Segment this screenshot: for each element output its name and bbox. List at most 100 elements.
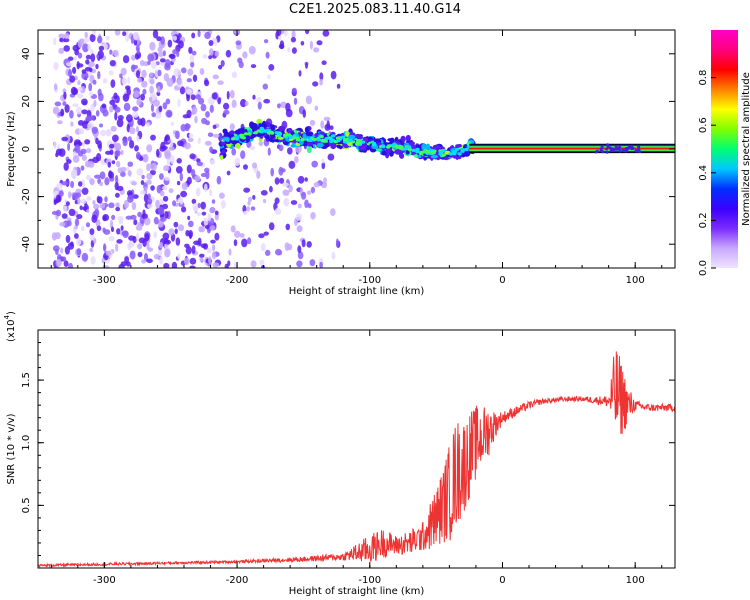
noise-speckle	[85, 59, 90, 65]
noise-speckle	[116, 185, 124, 192]
noise-speckle	[77, 150, 84, 157]
noise-speckle	[301, 192, 307, 200]
noise-speckle	[249, 145, 256, 151]
noise-speckle	[283, 197, 290, 207]
noise-speckle	[184, 123, 191, 130]
noise-speckle	[90, 53, 96, 63]
noise-speckle	[117, 167, 123, 174]
noise-speckle	[248, 45, 256, 55]
noise-speckle	[150, 61, 157, 69]
noise-speckle	[186, 176, 192, 185]
noise-speckle	[63, 45, 70, 52]
signal-blob	[337, 144, 341, 148]
noise-speckle	[99, 123, 103, 128]
signal-blob	[306, 146, 312, 154]
top-xtick-label: -300	[93, 275, 116, 286]
signal-blob	[365, 145, 370, 150]
noise-speckle	[56, 182, 63, 189]
noise-speckle	[153, 253, 160, 260]
noise-speckle	[208, 256, 212, 265]
noise-speckle	[103, 243, 107, 252]
noise-speckle	[320, 120, 325, 129]
noise-speckle	[135, 70, 141, 79]
noise-speckle	[115, 243, 119, 252]
noise-speckle	[263, 198, 267, 204]
noise-speckle	[159, 173, 164, 180]
signal-core	[330, 134, 336, 138]
tail-blob	[609, 148, 613, 152]
noise-speckle	[150, 162, 157, 171]
bottom-x-axis-title: Height of straight line (km)	[289, 586, 425, 597]
noise-speckle	[223, 109, 230, 115]
signal-blob	[304, 126, 309, 133]
noise-speckle	[196, 211, 202, 217]
noise-speckle	[310, 212, 316, 220]
noise-speckle	[313, 47, 320, 53]
noise-speckle	[186, 78, 192, 83]
noise-speckle	[123, 102, 131, 112]
noise-speckle	[133, 219, 138, 226]
noise-speckle	[201, 211, 207, 216]
signal-core	[277, 132, 283, 136]
noise-speckle	[126, 166, 130, 172]
noise-speckle	[202, 54, 208, 59]
noise-speckle	[80, 165, 85, 171]
noise-speckle	[96, 54, 100, 59]
noise-speckle	[89, 247, 94, 253]
noise-speckle	[200, 172, 207, 178]
noise-speckle	[141, 69, 147, 78]
noise-speckle	[190, 61, 195, 68]
noise-speckle	[127, 161, 134, 167]
noise-speckle	[252, 94, 256, 100]
noise-speckle	[278, 144, 284, 152]
top-xtick-label: -100	[358, 275, 381, 286]
noise-speckle	[136, 135, 140, 142]
snr-line-layer	[38, 351, 675, 568]
signal-core	[295, 136, 300, 140]
noise-speckle	[121, 77, 128, 86]
snr-series-line	[38, 351, 675, 568]
noise-speckle	[141, 174, 145, 180]
noise-speckle	[130, 214, 137, 220]
noise-speckle	[86, 174, 91, 180]
noise-speckle	[129, 127, 136, 135]
noise-speckle	[189, 265, 196, 268]
noise-speckle	[170, 155, 175, 164]
noise-speckle	[62, 205, 68, 212]
noise-speckle	[242, 51, 248, 59]
noise-speckle	[160, 216, 167, 222]
noise-speckle	[122, 55, 130, 64]
noise-speckle	[116, 160, 121, 168]
top-xtick-label: 0	[499, 275, 505, 286]
noise-speckle	[164, 176, 171, 181]
noise-speckle	[91, 126, 99, 134]
noise-speckle	[157, 85, 161, 93]
noise-speckle	[157, 247, 163, 256]
noise-speckle	[160, 58, 166, 63]
noise-speckle	[110, 226, 115, 233]
noise-speckle	[305, 61, 308, 69]
noise-speckle	[291, 30, 296, 39]
signal-core	[441, 148, 446, 152]
noise-speckle	[55, 248, 59, 255]
noise-speckle	[190, 94, 196, 101]
noise-speckle	[143, 217, 151, 226]
noise-speckle	[256, 170, 261, 179]
noise-speckle	[63, 32, 70, 40]
noise-speckle	[197, 30, 201, 38]
noise-speckle	[102, 227, 106, 233]
bottom-xtick-label: 0	[499, 575, 505, 586]
noise-speckle	[201, 30, 207, 33]
noise-speckle	[89, 233, 95, 241]
noise-speckle	[115, 202, 120, 208]
noise-speckle	[109, 49, 113, 55]
noise-speckle	[233, 239, 238, 247]
noise-speckle	[120, 225, 124, 231]
top-ytick-label: 0	[21, 146, 32, 152]
noise-speckle	[176, 158, 182, 164]
noise-speckle	[81, 252, 89, 262]
noise-speckle	[164, 63, 171, 71]
noise-speckle	[93, 203, 100, 210]
noise-speckle	[135, 224, 143, 231]
noise-speckle	[164, 211, 169, 219]
